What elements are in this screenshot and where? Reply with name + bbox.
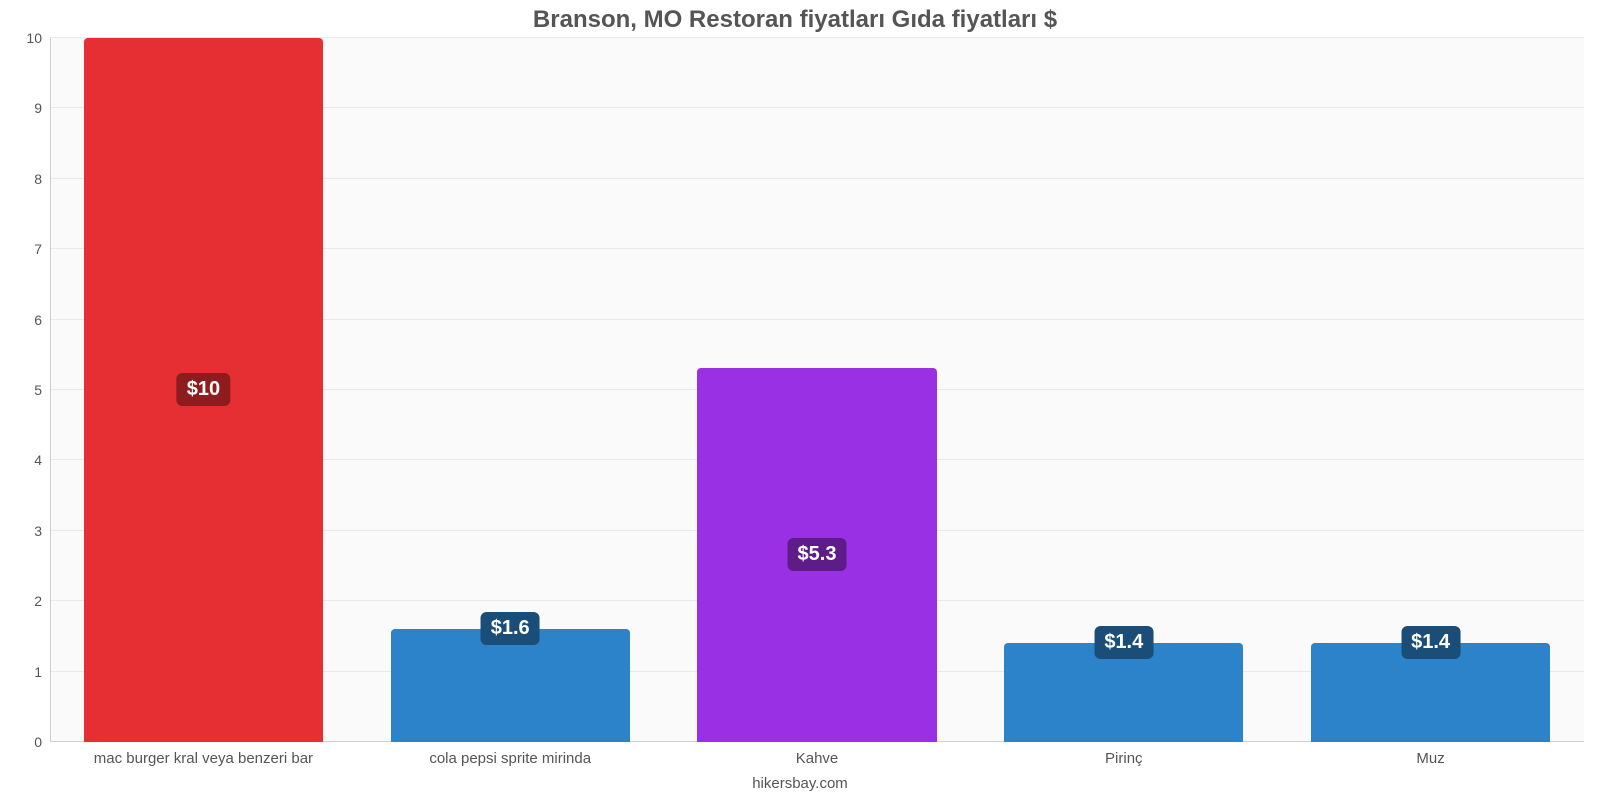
value-label: $10 [177, 373, 230, 406]
y-tick-label: 3 [34, 524, 50, 538]
x-tick-label: mac burger kral veya benzeri bar [50, 747, 357, 768]
y-tick-label: 5 [34, 383, 50, 397]
chart-credit: hikersbay.com [0, 775, 1600, 792]
bar-slot: $10 [50, 38, 357, 742]
x-tick-label: Muz [1277, 747, 1584, 768]
y-tick-label: 6 [34, 313, 50, 327]
x-axis-labels: mac burger kral veya benzeri barcola pep… [50, 747, 1584, 768]
y-tick-label: 0 [34, 735, 50, 749]
bars-container: $10 $1.6 $5.3 $1.4 $1.4 [50, 38, 1584, 742]
value-label: $1.4 [1094, 626, 1153, 659]
chart-title: Branson, MO Restoran fiyatları Gıda fiya… [10, 0, 1580, 38]
x-tick-label: Pirinç [970, 747, 1277, 768]
x-tick-label: cola pepsi sprite mirinda [357, 747, 664, 768]
y-tick-label: 8 [34, 172, 50, 186]
bar-slot: $1.4 [970, 38, 1277, 742]
y-tick-label: 1 [34, 665, 50, 679]
price-bar-chart: Branson, MO Restoran fiyatları Gıda fiya… [0, 0, 1600, 800]
bar [391, 629, 630, 742]
y-tick-label: 4 [34, 453, 50, 467]
y-tick-label: 7 [34, 242, 50, 256]
bar-slot: $5.3 [664, 38, 971, 742]
value-label: $1.6 [481, 612, 540, 645]
plot-area: 012345678910$10$1.6$5.3$1.4$1.4 [50, 38, 1584, 742]
y-tick-label: 10 [26, 31, 50, 45]
x-tick-label: Kahve [664, 747, 971, 768]
bar-slot: $1.6 [357, 38, 664, 742]
value-label: $5.3 [788, 538, 847, 571]
y-tick-label: 2 [34, 594, 50, 608]
y-tick-label: 9 [34, 101, 50, 115]
bar-slot: $1.4 [1277, 38, 1584, 742]
value-label: $1.4 [1401, 626, 1460, 659]
